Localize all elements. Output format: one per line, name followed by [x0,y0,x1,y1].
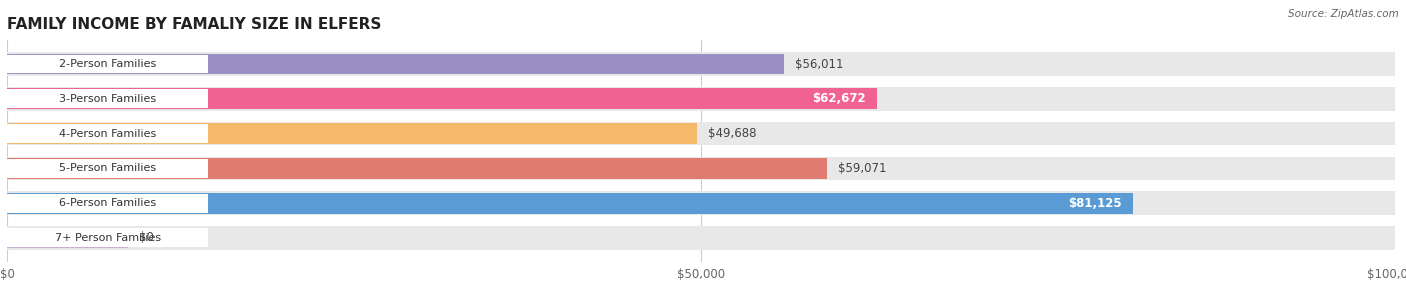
Bar [7,158,827,179]
Bar [7,194,208,213]
Text: 4-Person Families: 4-Person Families [59,129,156,138]
Text: $56,011: $56,011 [796,58,844,70]
Bar [7,55,208,74]
Bar [7,124,208,143]
Bar [7,122,1395,145]
Bar [7,89,208,108]
Text: 5-Person Families: 5-Person Families [59,163,156,173]
Bar [7,159,208,178]
Text: $59,071: $59,071 [838,162,886,175]
Text: $49,688: $49,688 [707,127,756,140]
Bar [7,156,1395,180]
Text: 7+ Person Families: 7+ Person Families [55,233,160,243]
Text: Source: ZipAtlas.com: Source: ZipAtlas.com [1288,9,1399,19]
Text: 2-Person Families: 2-Person Families [59,59,156,69]
Bar [7,191,1395,215]
Bar [7,226,1395,250]
Bar [7,54,785,74]
Bar [7,52,1395,76]
Bar [7,228,208,247]
Bar [7,228,128,248]
Text: $62,672: $62,672 [813,92,866,105]
Text: $81,125: $81,125 [1069,197,1122,210]
Text: 6-Person Families: 6-Person Families [59,198,156,208]
Text: FAMILY INCOME BY FAMALIY SIZE IN ELFERS: FAMILY INCOME BY FAMALIY SIZE IN ELFERS [7,16,381,31]
Bar [7,88,877,109]
Text: $0: $0 [139,231,153,244]
Bar [7,123,696,144]
Bar [7,87,1395,111]
Bar [7,193,1133,213]
Text: 3-Person Families: 3-Person Families [59,94,156,104]
